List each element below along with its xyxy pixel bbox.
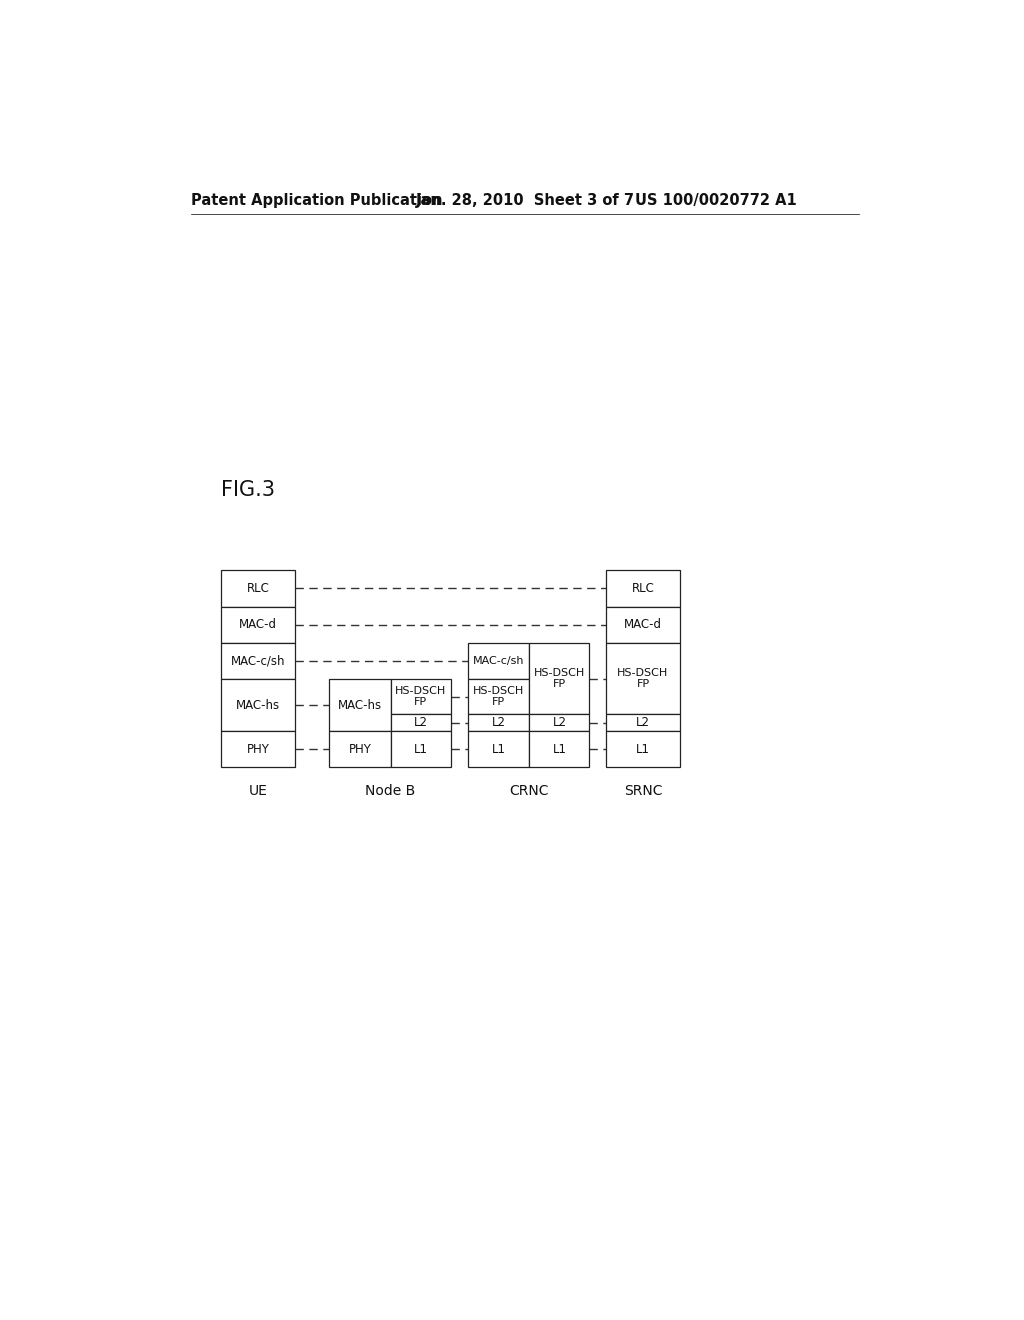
Text: MAC-d: MAC-d (239, 618, 278, 631)
Text: RLC: RLC (632, 582, 654, 595)
Text: L1: L1 (553, 743, 566, 756)
Text: MAC-hs: MAC-hs (236, 698, 280, 711)
Text: PHY: PHY (247, 743, 269, 756)
Text: L1: L1 (636, 743, 650, 756)
Bar (468, 678, 529, 714)
Bar (529, 731, 590, 767)
Bar (529, 714, 590, 731)
Bar (221, 607, 295, 643)
Text: RLC: RLC (247, 582, 269, 595)
Bar (529, 643, 590, 714)
Text: UE: UE (249, 784, 267, 799)
Text: SRNC: SRNC (624, 784, 663, 799)
Text: Node B: Node B (365, 784, 415, 799)
Bar (468, 714, 529, 731)
Bar (606, 643, 680, 714)
Bar (391, 678, 451, 714)
Text: Jan. 28, 2010  Sheet 3 of 7: Jan. 28, 2010 Sheet 3 of 7 (416, 193, 635, 209)
Text: L2: L2 (553, 717, 566, 730)
Bar (330, 731, 391, 767)
Bar (391, 714, 451, 731)
Text: HS-DSCH
FP: HS-DSCH FP (473, 686, 524, 708)
Bar (221, 731, 295, 767)
Bar (221, 570, 295, 607)
Text: MAC-c/sh: MAC-c/sh (473, 656, 524, 665)
Bar (606, 570, 680, 607)
Text: HS-DSCH
FP: HS-DSCH FP (395, 686, 446, 708)
Text: MAC-c/sh: MAC-c/sh (230, 655, 286, 668)
Bar (606, 731, 680, 767)
Bar (606, 714, 680, 731)
Text: FIG.3: FIG.3 (221, 479, 275, 499)
Text: HS-DSCH
FP: HS-DSCH FP (617, 668, 669, 689)
Text: L2: L2 (492, 717, 506, 730)
Text: HS-DSCH
FP: HS-DSCH FP (534, 668, 585, 689)
Text: MAC-d: MAC-d (624, 618, 662, 631)
Text: L1: L1 (414, 743, 428, 756)
Text: L2: L2 (636, 717, 650, 730)
Bar (606, 607, 680, 643)
Bar (468, 643, 529, 678)
Bar (468, 731, 529, 767)
Bar (221, 678, 295, 731)
Text: MAC-hs: MAC-hs (338, 698, 382, 711)
Text: Patent Application Publication: Patent Application Publication (190, 193, 442, 209)
Text: L2: L2 (414, 717, 428, 730)
Text: CRNC: CRNC (509, 784, 549, 799)
Bar (221, 643, 295, 678)
Bar (391, 731, 451, 767)
Text: L1: L1 (492, 743, 506, 756)
Text: PHY: PHY (348, 743, 372, 756)
Bar (330, 678, 391, 731)
Text: US 100/0020772 A1: US 100/0020772 A1 (635, 193, 797, 209)
